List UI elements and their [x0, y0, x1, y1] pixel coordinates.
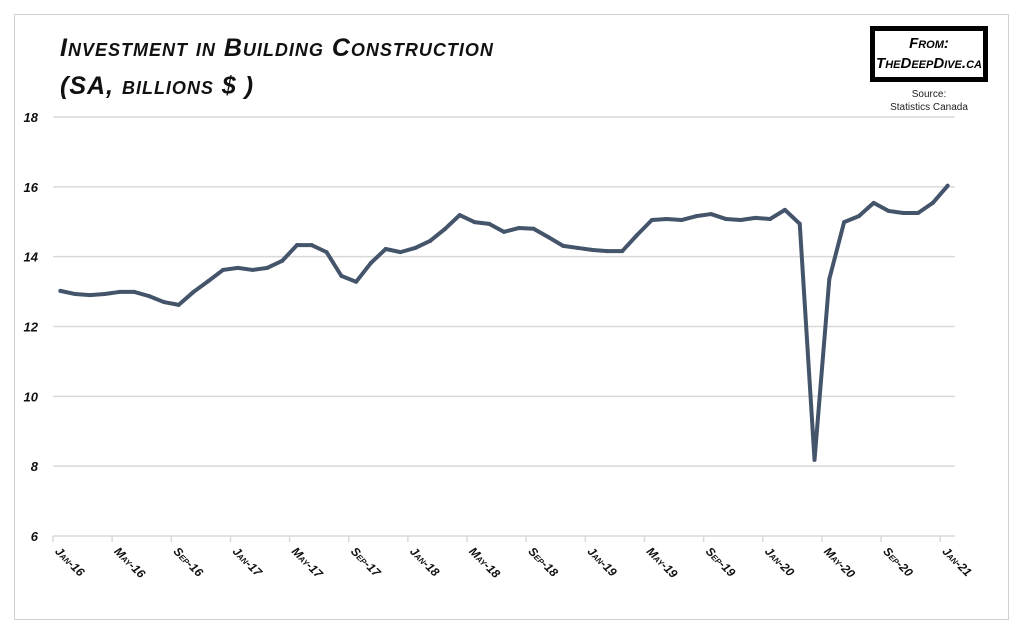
data-point [679, 218, 684, 223]
data-point [132, 289, 137, 294]
y-tick-label: 16 [24, 180, 39, 195]
data-point [590, 248, 595, 253]
data-point [945, 183, 950, 188]
data-point [738, 218, 743, 223]
data-point [339, 273, 344, 278]
x-tick-label: May-18 [466, 544, 503, 581]
data-point [161, 300, 166, 305]
data-point [206, 279, 211, 284]
data-point [516, 226, 521, 231]
y-tick-label: 12 [24, 320, 39, 335]
data-point [354, 279, 359, 284]
data-point [413, 245, 418, 250]
data-point [575, 245, 580, 250]
data-point [842, 220, 847, 225]
chart-title: Investment in Building Construction [60, 34, 494, 62]
x-tick-label: Sep-18 [525, 544, 561, 580]
data-point [694, 214, 699, 219]
data-point [472, 220, 477, 225]
x-tick-label: May-17 [289, 544, 327, 582]
data-point [368, 260, 373, 265]
data-point [886, 208, 891, 213]
data-point [324, 250, 329, 255]
x-tick-label: Jan-17 [230, 544, 266, 580]
data-point [605, 249, 610, 254]
data-point [916, 211, 921, 216]
data-point [664, 216, 669, 221]
data-point [221, 267, 226, 272]
data-point [856, 214, 861, 219]
data-point [457, 213, 462, 218]
logo-thedeepdive: From: TheDeepDive.ca [870, 26, 988, 82]
y-tick-label: 18 [24, 110, 39, 125]
x-tick-label: Jan-20 [762, 544, 797, 579]
series-line [58, 183, 950, 462]
source-label: Source: [911, 89, 947, 100]
data-point [635, 233, 640, 238]
x-tick-label: May-20 [821, 544, 858, 581]
data-point [709, 212, 714, 217]
x-tick-label: May-16 [111, 544, 148, 581]
data-point [827, 277, 832, 282]
data-point [797, 221, 802, 226]
data-point [930, 200, 935, 205]
data-point [191, 289, 196, 294]
data-point [901, 211, 906, 216]
data-point [782, 207, 787, 212]
data-point [546, 235, 551, 240]
y-tick-label: 14 [24, 250, 39, 265]
data-point [265, 265, 270, 270]
x-tick-label: Jan-16 [52, 544, 87, 579]
data-point [723, 216, 728, 221]
data-point [620, 249, 625, 254]
x-tick-label: May-19 [644, 544, 681, 581]
logo-line1: From: [909, 35, 949, 52]
data-point [250, 267, 255, 272]
data-point [442, 227, 447, 232]
source-note: Source: Statistics Canada [870, 88, 988, 114]
x-tick-label: Sep-20 [880, 544, 916, 580]
data-point [768, 216, 773, 221]
x-tick-label: Sep-16 [171, 544, 207, 580]
x-tick-label: Sep-17 [348, 544, 384, 580]
y-tick-label: 6 [31, 529, 39, 544]
chart-subtitle: (SA, billions $ ) [60, 72, 255, 100]
data-point [487, 221, 492, 226]
data-point [561, 243, 566, 248]
logo-line2: TheDeepDive.ca [876, 55, 982, 72]
data-point [58, 288, 63, 293]
source-name: Statistics Canada [890, 102, 968, 113]
data-point [176, 302, 181, 307]
data-point [102, 292, 107, 297]
data-point [280, 258, 285, 263]
x-tick-label: Sep-19 [703, 544, 739, 580]
data-point [871, 200, 876, 205]
data-point [117, 289, 122, 294]
chart-frame [14, 14, 1009, 620]
data-point [87, 293, 92, 298]
x-tick-label: Jan-18 [407, 544, 442, 579]
data-point [309, 243, 314, 248]
y-tick-label: 8 [31, 459, 39, 474]
data-point [294, 243, 299, 248]
data-point [649, 218, 654, 223]
data-point [147, 294, 152, 299]
data-point [383, 246, 388, 251]
y-tick-label: 10 [24, 389, 39, 404]
data-point [398, 250, 403, 255]
data-point [235, 265, 240, 270]
data-point [812, 457, 817, 462]
x-tick-label: Jan-21 [939, 544, 974, 579]
data-point [753, 215, 758, 220]
x-tick-label: Jan-19 [585, 544, 620, 579]
data-point [73, 292, 78, 297]
data-point [531, 226, 536, 231]
data-point [502, 229, 506, 234]
data-point [428, 238, 433, 243]
